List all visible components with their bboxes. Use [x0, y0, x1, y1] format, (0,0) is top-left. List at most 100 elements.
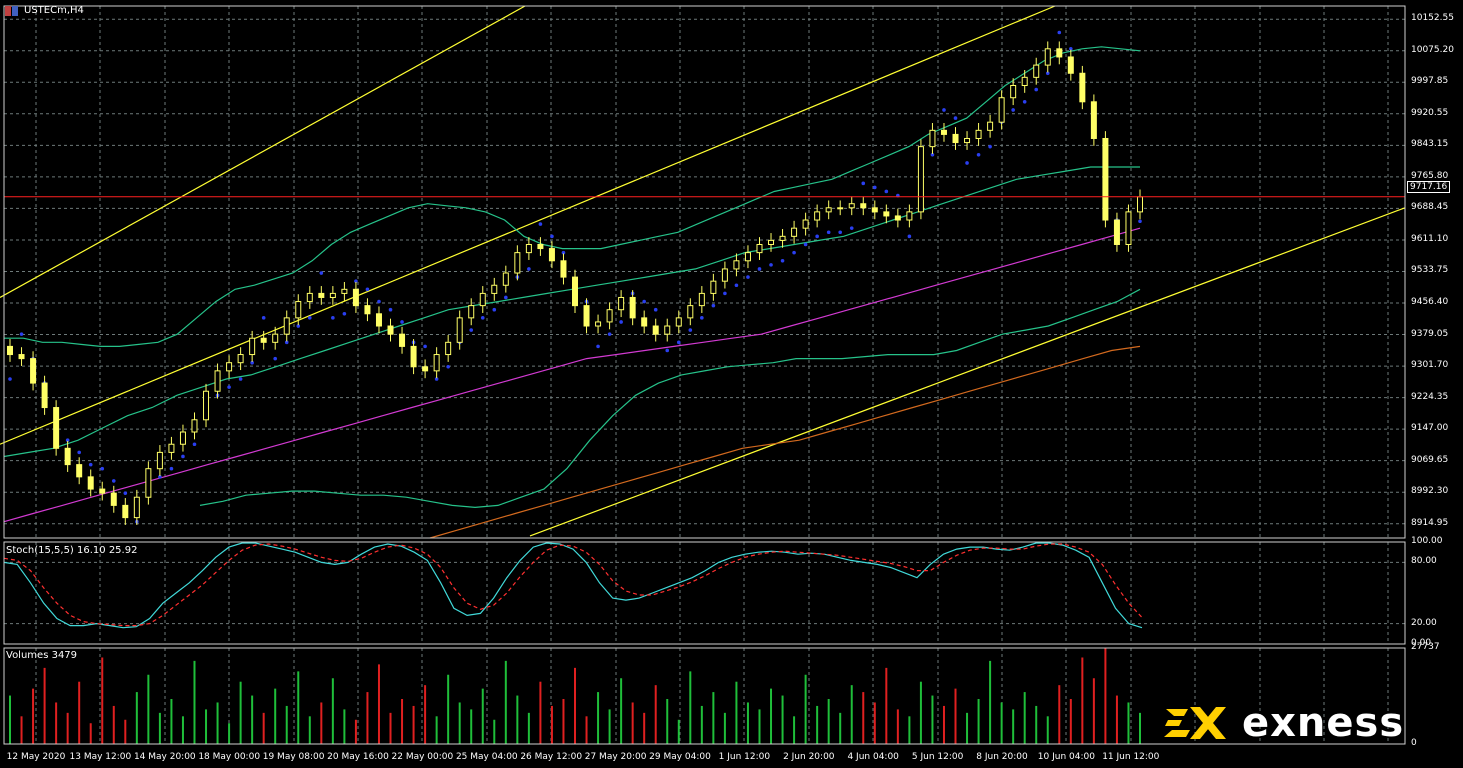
exness-logo-icon — [1164, 707, 1226, 739]
candle-body — [595, 321, 602, 327]
candle-body — [964, 137, 971, 144]
candle-body — [1067, 56, 1074, 74]
sar-dot — [815, 234, 819, 239]
sar-dot — [780, 258, 785, 263]
price-tick-label: 9069.65 — [1411, 454, 1449, 465]
sar-dot — [238, 377, 243, 381]
sar-dot — [838, 230, 843, 235]
price-tick-label: 8914.95 — [1411, 517, 1449, 528]
sar-dot — [100, 466, 105, 471]
candle-body — [652, 325, 659, 335]
sar-dot — [423, 344, 427, 349]
candle-body — [1044, 48, 1051, 66]
sar-dot — [492, 307, 497, 312]
sar-dot — [365, 287, 370, 292]
candle-body — [814, 211, 821, 221]
sar-dot — [792, 250, 796, 255]
candle-body — [572, 276, 578, 307]
sar-dot — [619, 320, 623, 324]
sar-dot — [261, 316, 266, 320]
panel-borders — [3, 5, 1406, 745]
candle-body — [122, 504, 129, 519]
price-tick-label: 9456.40 — [1411, 297, 1449, 308]
candle-body — [422, 366, 429, 372]
candle-body — [525, 243, 532, 254]
candle-body — [952, 133, 959, 144]
candle-body — [779, 235, 786, 241]
sar-dot — [1034, 87, 1039, 92]
candle-body — [306, 292, 313, 303]
candle-body — [329, 292, 336, 298]
sar-dot — [965, 161, 969, 165]
candle-body — [502, 272, 509, 286]
candle-body — [1090, 101, 1097, 139]
stochastic-tick-label: 20.00 — [1411, 617, 1437, 628]
stochastic-tick-label: 80.00 — [1411, 556, 1437, 567]
candle-body — [664, 325, 671, 335]
candle-body — [1056, 48, 1063, 58]
sar-dot — [550, 234, 554, 239]
exness-logo: exness — [1162, 700, 1404, 746]
sar-dot — [849, 226, 854, 230]
price-tick-label: 9147.00 — [1411, 423, 1449, 434]
sar-dot — [331, 316, 335, 320]
time-tick-label: 8 Jun 20:00 — [976, 752, 1028, 762]
candle-body — [191, 419, 198, 433]
candle-body — [629, 296, 636, 319]
candle-body — [768, 239, 775, 245]
time-tick-label: 25 May 04:00 — [455, 752, 518, 762]
sar-dot — [653, 307, 658, 312]
candle-body — [156, 451, 163, 470]
candle-body — [848, 203, 855, 209]
sar-dot — [250, 360, 254, 365]
price-tick-label: 9765.80 — [1411, 170, 1449, 181]
sar-dot — [538, 222, 543, 226]
candle-body — [283, 317, 290, 335]
candle-body — [756, 243, 763, 254]
sar-dot — [65, 438, 70, 442]
sar-dot — [607, 332, 612, 336]
panel-border — [3, 647, 1406, 745]
sar-dot — [700, 316, 704, 320]
time-tick-label: 29 May 04:00 — [649, 752, 711, 762]
sar-dot — [319, 271, 324, 275]
channel-upper-line — [0, 5, 526, 299]
ma-brown — [429, 345, 1141, 539]
sar-dot — [769, 263, 773, 267]
sar-dot — [1069, 47, 1073, 51]
candle-body — [214, 370, 221, 392]
candle-body — [387, 325, 394, 335]
sar-dot — [953, 116, 958, 120]
price-tick-label: 9379.05 — [1411, 328, 1449, 339]
candle-body — [1137, 196, 1143, 213]
candle-body — [1102, 137, 1109, 221]
candle-body — [203, 390, 210, 421]
stoch-main-line — [3, 542, 1143, 629]
sar-dot — [527, 267, 531, 271]
candle-body — [929, 129, 936, 148]
time-tick-label: 2 Jun 20:00 — [783, 752, 835, 762]
ma-magenta — [3, 227, 1141, 523]
candle-body — [30, 358, 37, 384]
candle-body — [825, 207, 832, 213]
candle-body — [456, 317, 463, 343]
candle-body — [341, 288, 348, 294]
time-tick-label: 22 May 00:00 — [391, 752, 454, 762]
exness-logo-text: exness — [1242, 700, 1405, 746]
volumes-label: Volumes 3479 — [6, 650, 78, 661]
price-tick-label: 9997.85 — [1411, 76, 1449, 87]
candle-body — [560, 260, 567, 278]
candle-body — [837, 207, 844, 210]
candle-body — [64, 447, 71, 466]
sar-dot — [77, 450, 81, 455]
candle-body — [710, 280, 717, 294]
sar-dot — [1022, 100, 1027, 104]
candle-body — [906, 211, 913, 221]
candle-body — [975, 129, 982, 139]
price-tick-label: 9920.55 — [1411, 107, 1449, 118]
sar-dot — [711, 303, 716, 308]
sar-dot — [19, 332, 24, 336]
sar-dot — [8, 377, 12, 381]
candle-body — [364, 305, 371, 315]
candle-body — [433, 354, 440, 372]
